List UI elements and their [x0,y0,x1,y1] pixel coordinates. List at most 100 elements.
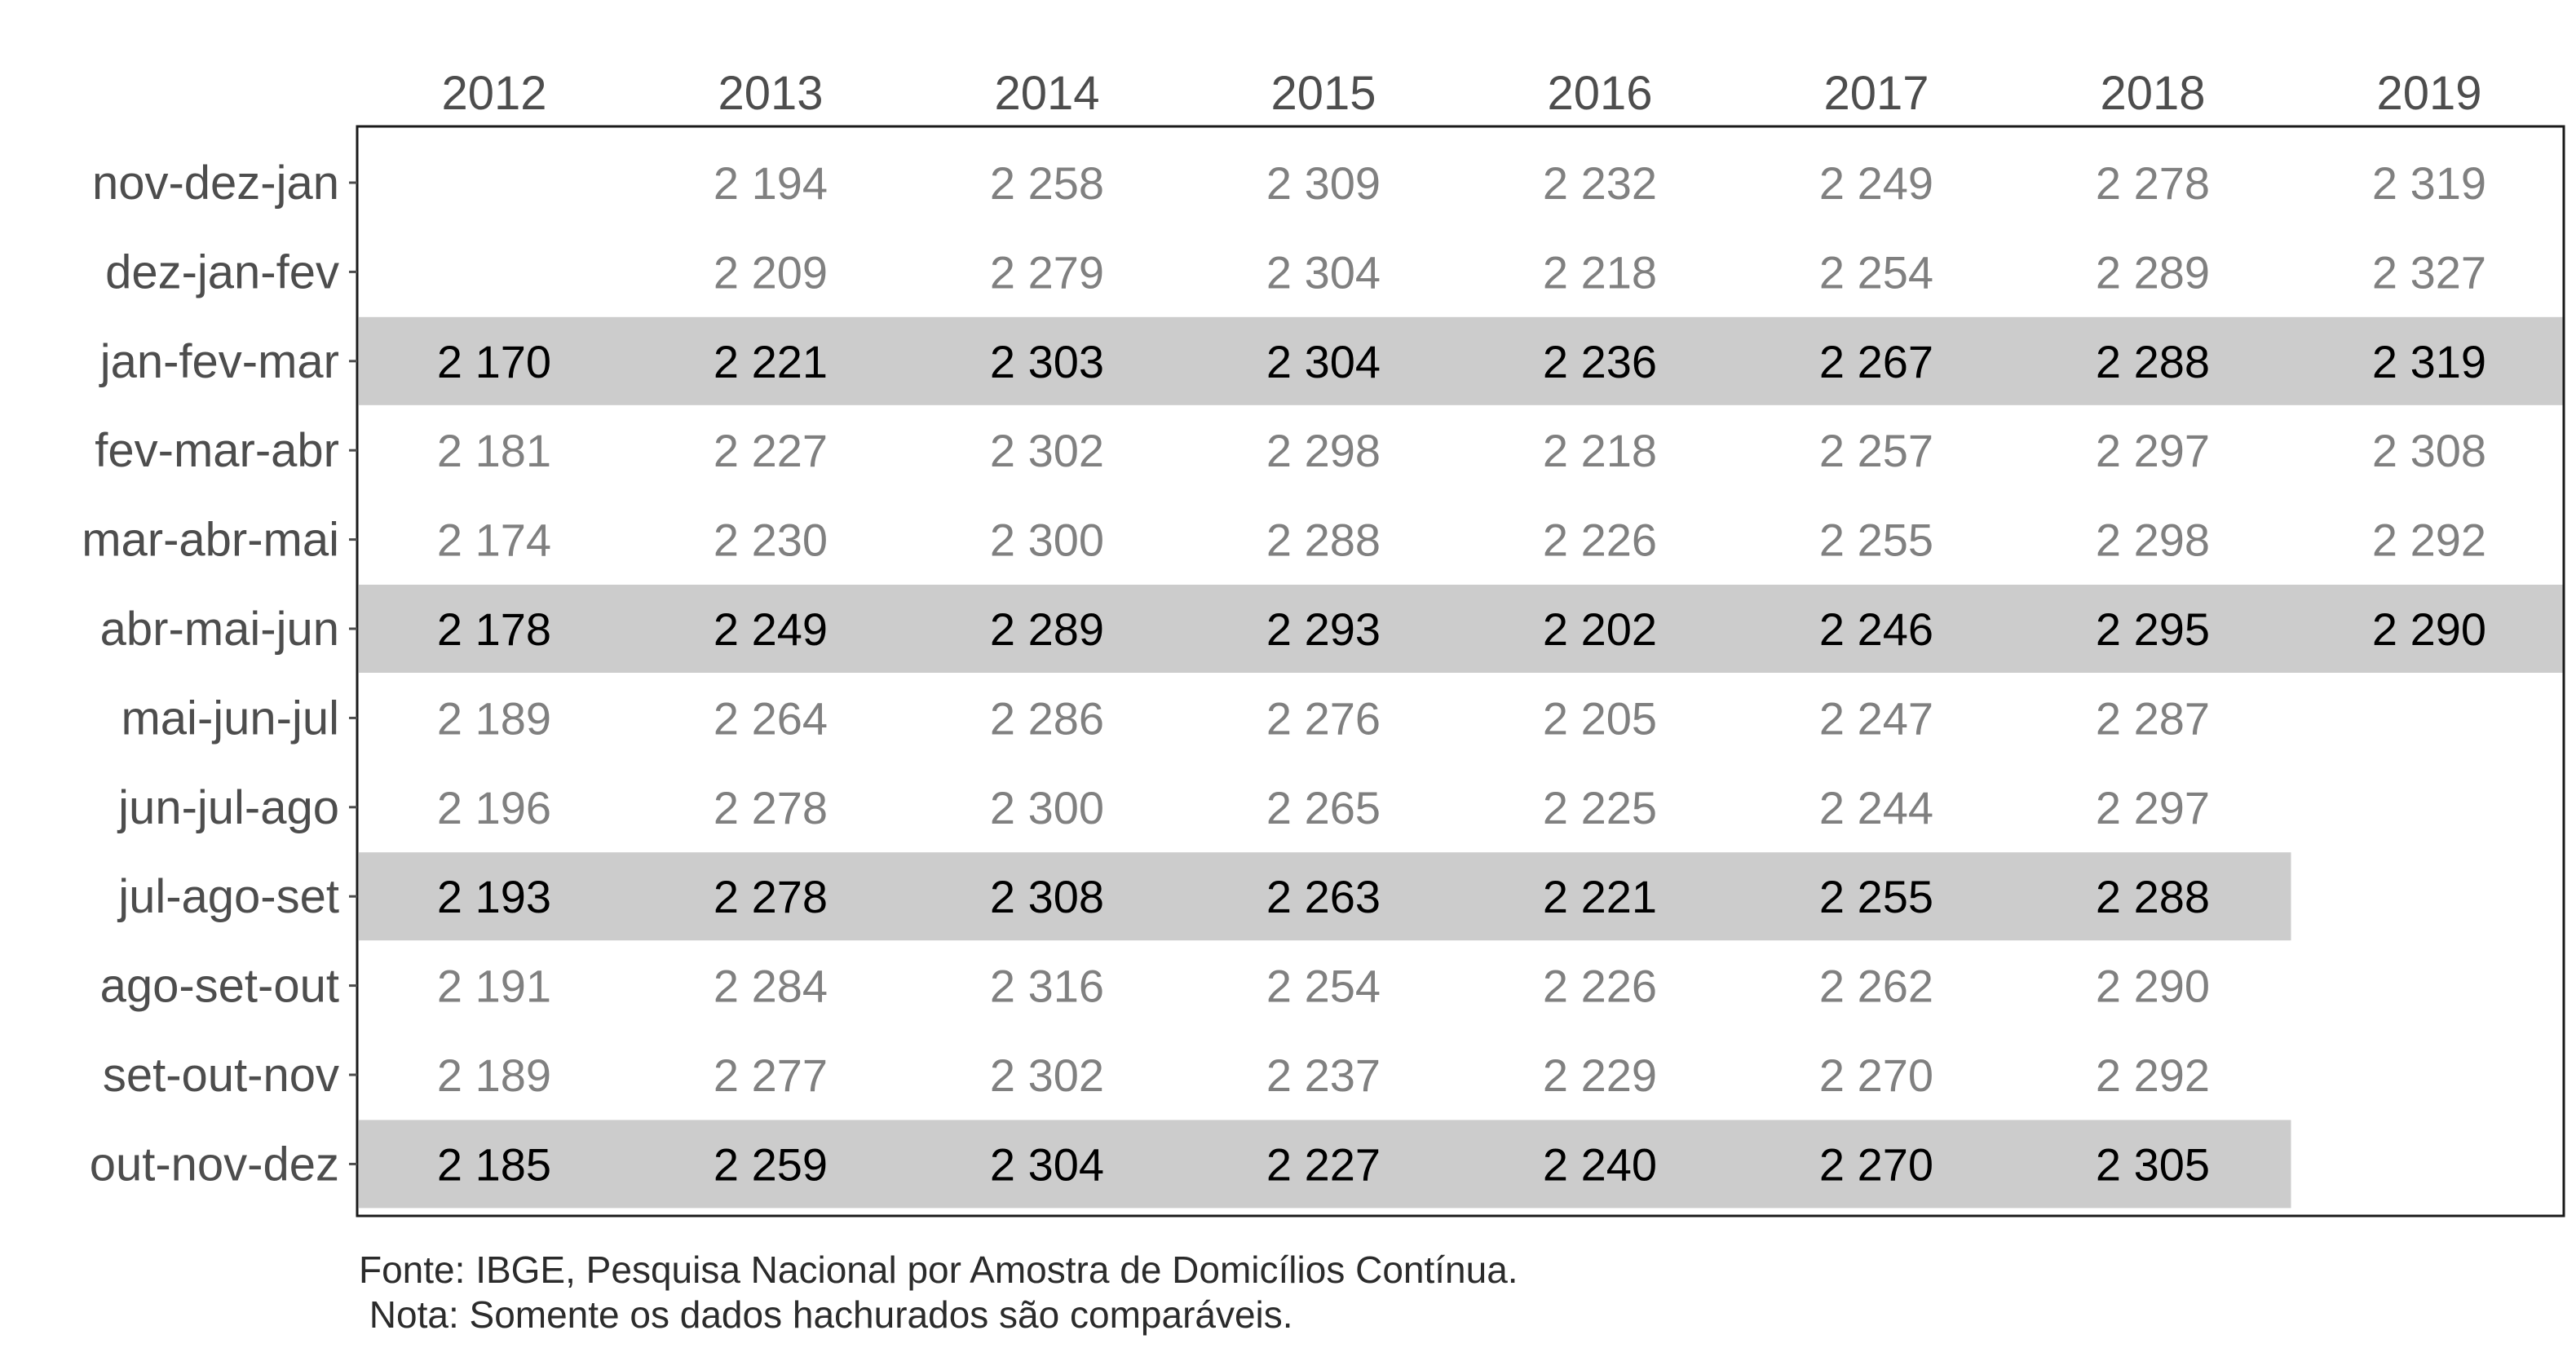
table-cell: 2 292 [2372,515,2486,566]
highlight-bands [359,316,2564,1209]
table-cell: 2 279 [990,246,1104,298]
row-label: jan-fev-mar [99,335,339,388]
table-cell: 2 319 [2372,336,2486,387]
table-frame [356,125,2565,1218]
column-header: 2016 [1547,67,1652,120]
table-cell: 2 258 [990,157,1104,209]
row-label: mai-jun-jul [121,692,339,745]
table-cell: 2 265 [1266,782,1381,833]
table-cell: 2 304 [990,1138,1104,1190]
row-label: out-nov-dez [90,1138,339,1191]
table-cell: 2 300 [990,782,1104,833]
column-header: 2015 [1270,67,1376,120]
table-cell: 2 259 [714,1138,828,1190]
table-cell: 2 254 [1266,961,1381,1012]
table-cell: 2 227 [1266,1138,1381,1190]
table-cell: 2 247 [1819,692,1933,744]
table-cell: 2 288 [2096,336,2210,387]
source-note: Fonte: IBGE, Pesquisa Nacional por Amost… [359,1249,1518,1291]
table-cell: 2 196 [437,782,551,833]
table-cell: 2 316 [990,961,1104,1012]
column-header: 2017 [1823,67,1929,120]
table-cell: 2 289 [990,603,1104,655]
table-cell: 2 278 [714,871,828,922]
table-cell: 2 244 [1819,782,1933,833]
column-headers: 2012 2013 2014 2015 2016 2017 2018 2019 [441,67,2481,120]
row-label: jul-ago-set [117,870,339,923]
table-cell: 2 309 [1266,157,1381,209]
column-header: 2019 [2376,67,2481,120]
table-cell: 2 277 [714,1050,828,1101]
table-cell: 2 255 [1819,515,1933,566]
highlight-band [359,1120,2291,1209]
row-label: ago-set-out [100,960,339,1013]
table-cell: 2 264 [714,692,828,744]
table-cell: 2 305 [2096,1138,2210,1190]
table-cell: 2 286 [990,692,1104,744]
column-header: 2014 [994,67,1099,120]
table-cells: 2 194 2 258 2 309 2 232 2 249 2 278 2 319 2 209… [437,157,2486,1190]
row-label: mar-abr-mai [82,514,339,567]
row-label: abr-mai-jun [100,603,339,656]
frame-border [356,125,2565,1218]
table-cell: 2 308 [2372,425,2486,476]
table-cell: 2 278 [714,782,828,833]
table-cell: 2 297 [2096,425,2210,476]
table-cell: 2 209 [714,246,828,298]
table-cell: 2 302 [990,425,1104,476]
table-cell: 2 295 [2096,603,2210,655]
table-cell: 2 174 [437,515,551,566]
table-cell: 2 236 [1543,336,1657,387]
table-cell: 2 302 [990,1050,1104,1101]
comparability-note: Nota: Somente os dados hachurados são co… [359,1293,1293,1336]
table-cell: 2 218 [1543,425,1657,476]
table-cell: 2 287 [2096,692,2210,744]
table-cell: 2 226 [1543,961,1657,1012]
table-cell: 2 191 [437,961,551,1012]
table-cell: 2 221 [1543,871,1657,922]
table-cell: 2 288 [1266,515,1381,566]
table-cell: 2 263 [1266,871,1381,922]
table-cell: 2 249 [1819,157,1933,209]
table-cell: 2 298 [1266,425,1381,476]
column-header: 2013 [718,67,823,120]
table-cell: 2 249 [714,603,828,655]
table-cell: 2 304 [1266,336,1381,387]
table-cell: 2 178 [437,603,551,655]
table-cell: 2 276 [1266,692,1381,744]
table-cell: 2 193 [437,871,551,922]
table-cell: 2 270 [1819,1050,1933,1101]
table-cell: 2 290 [2372,603,2486,655]
table-cell: 2 262 [1819,961,1933,1012]
row-label: dez-jan-fev [105,245,339,298]
table-cell: 2 221 [714,336,828,387]
table-cell: 2 319 [2372,157,2486,209]
table-cell: 2 297 [2096,782,2210,833]
table-cell: 2 225 [1543,782,1657,833]
table-cell: 2 304 [1266,246,1381,298]
highlight-band [359,585,2564,673]
table-cell: 2 255 [1819,871,1933,922]
table-cell: 2 293 [1266,603,1381,655]
table-cell: 2 185 [437,1138,551,1190]
table-cell: 2 194 [714,157,828,209]
table-cell: 2 240 [1543,1138,1657,1190]
table-cell: 2 257 [1819,425,1933,476]
highlight-band [359,316,2564,405]
table-cell: 2 298 [2096,515,2210,566]
table-cell: 2 229 [1543,1050,1657,1101]
table-cell: 2 289 [2096,246,2210,298]
table-cell: 2 205 [1543,692,1657,744]
column-header: 2012 [441,67,546,120]
row-label: fev-mar-abr [95,424,339,477]
table-cell: 2 267 [1819,336,1933,387]
table-cell: 2 292 [2096,1050,2210,1101]
table-cell: 2 227 [714,425,828,476]
table-cell: 2 284 [714,961,828,1012]
table-cell: 2 254 [1819,246,1933,298]
table-cell: 2 246 [1819,603,1933,655]
row-label: nov-dez-jan [92,157,339,210]
table-cell: 2 202 [1543,603,1657,655]
table-cell: 2 308 [990,871,1104,922]
